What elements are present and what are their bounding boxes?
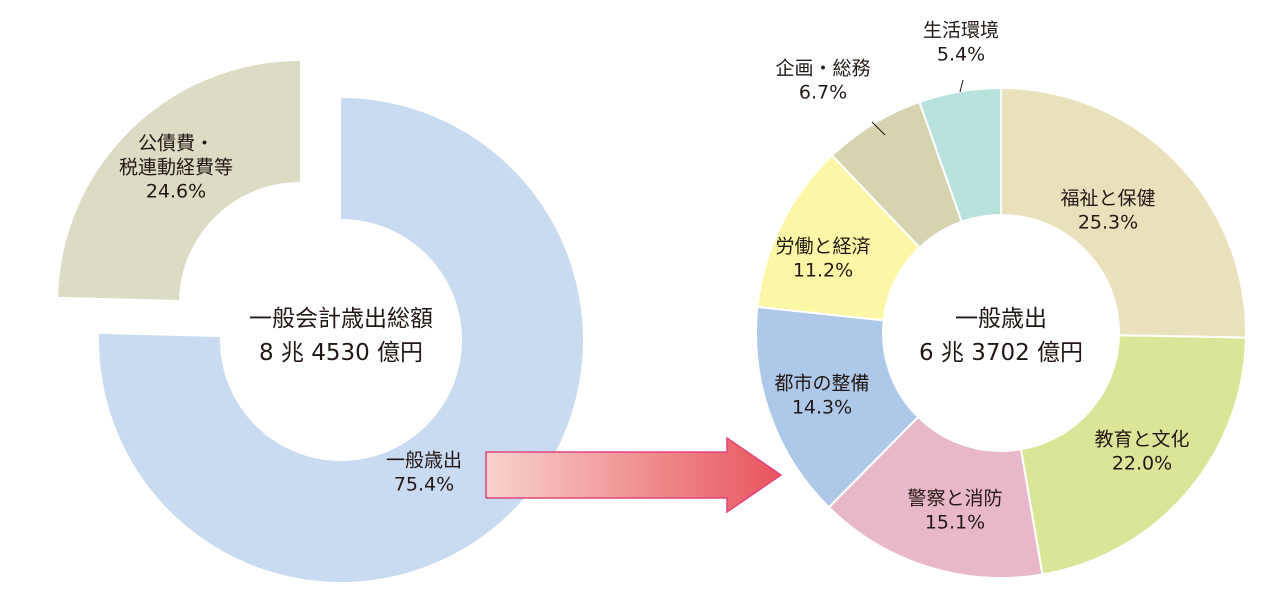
right-slice-2 — [1019, 334, 1247, 576]
right-slice-3-value-label: 15.1% — [925, 512, 985, 534]
right-slice-4-value-label: 14.3% — [792, 397, 852, 419]
right-slice-2-label: 教育と文化 — [1094, 429, 1189, 451]
right-slice-5-label: 労働と経済 — [775, 236, 870, 258]
left-slice-2 — [58, 61, 300, 300]
left-slice-1-label: 一般歳出 — [386, 450, 462, 472]
right-slice-7-value-label: 5.4% — [937, 44, 985, 66]
leader-line — [871, 121, 886, 136]
right-slice-7 — [918, 86, 1002, 224]
right-slice-6-label: 企画・総務 — [775, 58, 870, 80]
right-slice-4-label: 都市の整備 — [774, 373, 869, 395]
leader-line — [959, 79, 964, 93]
left-slice-1-value-label: 75.4% — [394, 474, 454, 496]
right-slice-6-value-label: 6.7% — [799, 82, 847, 104]
right-slice-3-label: 警察と消防 — [907, 488, 1002, 510]
left-center-title: 一般会計歳出総額 — [249, 306, 433, 332]
left-slice-2-label: 公債費・ — [138, 133, 214, 155]
right-slice-3 — [827, 415, 1044, 579]
right-slice-4 — [755, 305, 920, 509]
left-slice-2-value-label: 24.6% — [146, 181, 206, 203]
right-slice-1 — [1000, 86, 1247, 339]
right-slice-1-value-label: 25.3% — [1078, 212, 1138, 234]
right-center-title: 一般歳出 — [955, 306, 1047, 332]
right-center-value: 6 兆 3702 億円 — [919, 340, 1083, 366]
right-slice-1-label: 福祉と保健 — [1060, 188, 1155, 210]
left-slice-2-label: 税連動経費等 — [119, 157, 233, 179]
right-slice-5-value-label: 11.2% — [793, 260, 853, 282]
flow-arrow — [485, 436, 783, 514]
right-slice-7-label: 生活環境 — [923, 20, 999, 42]
left-slice-1 — [98, 98, 583, 582]
right-slice-2-value-label: 22.0% — [1112, 453, 1172, 475]
left-center-value: 8 兆 4530 億円 — [259, 340, 423, 366]
